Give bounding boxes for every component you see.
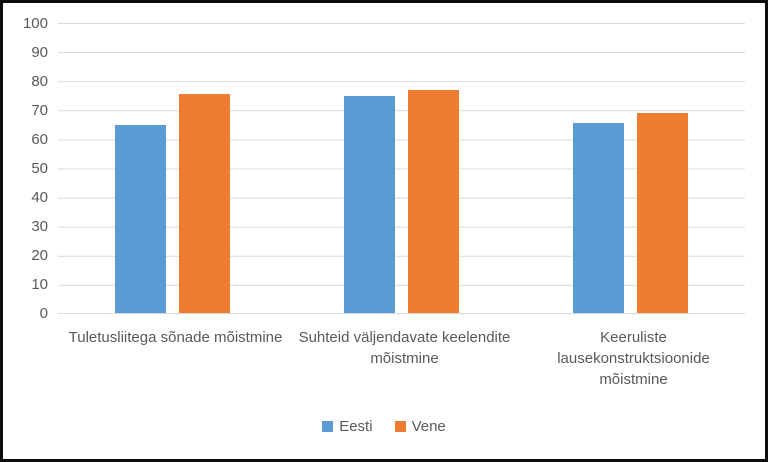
bar-vene-3 bbox=[637, 112, 688, 313]
bar-vene-1 bbox=[179, 94, 230, 313]
y-axis: 100 90 80 70 60 50 40 30 20 10 0 bbox=[22, 14, 48, 323]
bar-eesti-1 bbox=[115, 124, 166, 313]
legend-item-eesti: Eesti bbox=[322, 418, 373, 435]
plot-area bbox=[58, 23, 745, 314]
bar-eesti-2 bbox=[344, 95, 395, 313]
legend-label-vene: Vene bbox=[411, 418, 446, 435]
x-axis-labels: Tuletusliitega sõnade mõistmine Suhteid … bbox=[61, 327, 748, 390]
x-category-label: Tuletusliitega sõnade mõistmine bbox=[68, 329, 283, 346]
category-group-2 bbox=[287, 23, 516, 313]
chart-area: 100 90 80 70 60 50 40 30 20 10 0 bbox=[3, 14, 745, 323]
bar-vene-2 bbox=[408, 89, 459, 313]
x-category-2: Suhteid väljendavate keelendite mõistmin… bbox=[290, 327, 519, 390]
x-category-1: Tuletusliitega sõnade mõistmine bbox=[61, 327, 290, 390]
legend-swatch-vene-icon bbox=[394, 421, 406, 432]
x-category-3: Keeruliste lausekonstruktsioonide mõistm… bbox=[519, 327, 748, 390]
legend: Eesti Vene bbox=[3, 418, 765, 435]
bar-eesti-3 bbox=[573, 123, 624, 313]
legend-swatch-eesti-icon bbox=[322, 421, 334, 432]
x-category-label: Keeruliste lausekonstruktsioonide mõistm… bbox=[557, 329, 710, 388]
legend-item-vene: Vene bbox=[394, 418, 446, 435]
category-group-3 bbox=[516, 23, 745, 313]
category-group-1 bbox=[58, 23, 287, 313]
legend-label-eesti: Eesti bbox=[339, 418, 373, 435]
x-category-label: Suhteid väljendavate keelendite mõistmin… bbox=[298, 329, 511, 367]
